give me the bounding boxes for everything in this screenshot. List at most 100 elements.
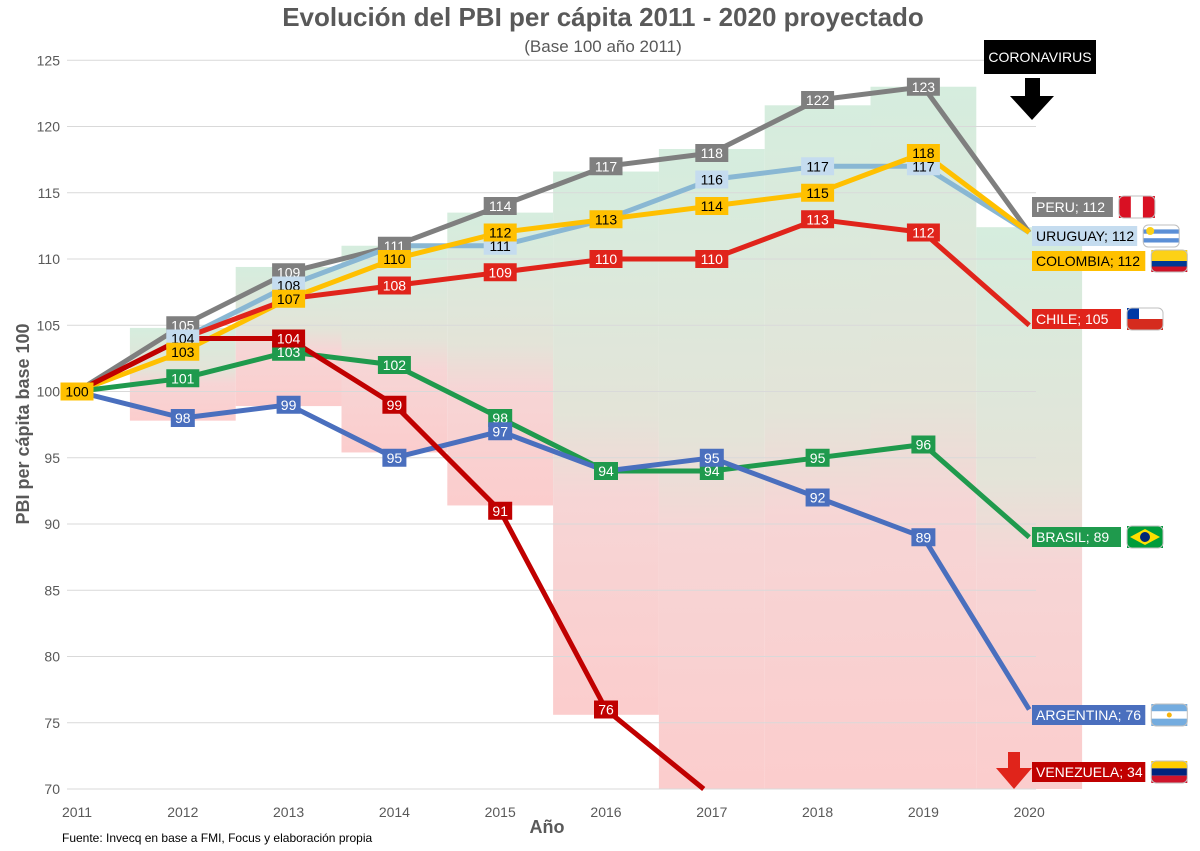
y-tick-label: 80	[44, 649, 60, 665]
chart-subtitle: (Base 100 año 2011)	[524, 37, 682, 56]
band-2015	[447, 212, 554, 506]
y-tick-label: 110	[38, 251, 61, 267]
series-line-brasil	[76, 349, 1031, 540]
data-label: 123	[912, 79, 936, 95]
x-tick-label: 2014	[379, 804, 410, 820]
data-label: 116	[701, 172, 724, 188]
data-label: 94	[598, 463, 614, 479]
data-label: 117	[595, 158, 618, 174]
series-line-chile	[75, 216, 1031, 394]
end-label-brasil: BRASIL; 89	[1036, 529, 1109, 545]
data-label: 122	[806, 92, 830, 108]
data-label-box	[166, 342, 200, 361]
data-label: 103	[171, 344, 195, 360]
data-label-box	[377, 250, 411, 268]
series-line-colombia	[76, 150, 1031, 394]
series-line-peru	[75, 84, 1032, 394]
data-label-box	[801, 91, 835, 109]
x-tick-label: 2012	[167, 804, 198, 820]
down-arrow-icon	[1010, 78, 1054, 120]
end-labels: PERU; 112 URUGUAY; 112 COLOMBIA; 112 CHILE;…	[1032, 195, 1188, 784]
data-label-box	[695, 170, 729, 189]
data-label: 109	[277, 264, 301, 280]
data-label: 101	[171, 370, 195, 386]
y-tick-label: 85	[44, 582, 60, 598]
red-down-arrow-icon	[996, 752, 1032, 789]
data-label: 109	[489, 264, 513, 280]
data-label: 99	[387, 397, 403, 413]
y-tick-label: 115	[38, 185, 61, 201]
data-label: 113	[806, 211, 829, 227]
data-label-box	[60, 382, 94, 401]
x-axis-ticks: 2011 2012 2013 2014 2015 2016 2017 2018 2019 2020	[62, 804, 1045, 820]
data-label-box	[906, 77, 940, 96]
data-label: 99	[281, 397, 297, 413]
end-label-box	[1032, 197, 1113, 217]
data-label-box	[594, 462, 618, 480]
source-note: Fuente: Invecq en base a FMI, Focus y el…	[62, 831, 372, 845]
data-label-box	[377, 276, 411, 295]
data-label: 98	[492, 410, 508, 426]
data-label: 118	[701, 145, 724, 161]
data-label: 118	[912, 145, 935, 161]
y-tick-label: 70	[44, 781, 60, 797]
data-label: 110	[595, 251, 618, 267]
data-label: 112	[912, 225, 935, 241]
coronavirus-label: CORONAVIRUS	[988, 49, 1091, 65]
data-label-box	[166, 369, 200, 388]
data-label: 104	[277, 331, 301, 347]
data-label-box	[170, 409, 195, 427]
data-label-box	[699, 448, 724, 467]
data-label-box	[483, 263, 517, 282]
data-label-box	[272, 289, 306, 308]
x-tick-label: 2016	[590, 804, 621, 820]
flag-colombia-icon	[1150, 249, 1188, 273]
data-label: 91	[492, 503, 508, 519]
end-label-box	[1032, 527, 1121, 547]
data-label-box	[906, 223, 940, 242]
gridlines	[67, 59, 1036, 790]
data-label: 95	[810, 450, 826, 466]
data-label: 115	[806, 185, 829, 201]
data-label: 113	[595, 211, 618, 227]
data-label: 114	[701, 198, 724, 214]
x-tick-label: 2017	[696, 804, 727, 820]
data-label: 89	[916, 529, 932, 545]
x-tick-label: 2020	[1014, 804, 1045, 820]
data-label: 108	[383, 278, 407, 294]
data-label-box	[805, 488, 830, 507]
data-label: 76	[598, 702, 614, 718]
data-label: 97	[492, 423, 508, 439]
data-label: 107	[277, 291, 301, 307]
y-axis-title: PBI per cápita base 100	[13, 323, 33, 524]
data-label: 98	[175, 410, 191, 426]
y-tick-label: 120	[37, 119, 61, 135]
end-label-chile: CHILE; 105	[1036, 311, 1109, 327]
flag-uruguay-icon	[1142, 224, 1180, 248]
data-label-box	[589, 157, 623, 176]
data-label-box	[911, 435, 936, 454]
end-label-box	[1032, 762, 1146, 782]
x-tick-label: 2015	[485, 804, 516, 820]
data-label-box	[695, 197, 729, 215]
data-label-box	[483, 223, 517, 242]
data-label: 102	[383, 357, 407, 373]
coronavirus-annotation: CORONAVIRUS	[984, 40, 1096, 120]
flag-chile-icon	[1126, 307, 1164, 331]
data-label: 104	[171, 331, 195, 347]
data-label-box	[801, 157, 835, 176]
data-label: 114	[489, 198, 512, 214]
data-label-box	[382, 395, 407, 414]
flag-venezuela-icon	[1150, 760, 1188, 784]
y-tick-label: 105	[37, 317, 61, 333]
coronavirus-box	[984, 40, 1096, 74]
data-label: 96	[916, 437, 932, 453]
y-tick-label: 125	[37, 52, 61, 68]
y-tick-label: 75	[44, 715, 60, 731]
x-tick-label: 2013	[273, 804, 304, 820]
flag-argentina-icon	[1150, 703, 1188, 727]
data-label-box	[695, 250, 729, 268]
flag-brasil-icon	[1126, 525, 1164, 549]
data-labels: 1001051091111141171181221231041081111131…	[60, 77, 940, 719]
